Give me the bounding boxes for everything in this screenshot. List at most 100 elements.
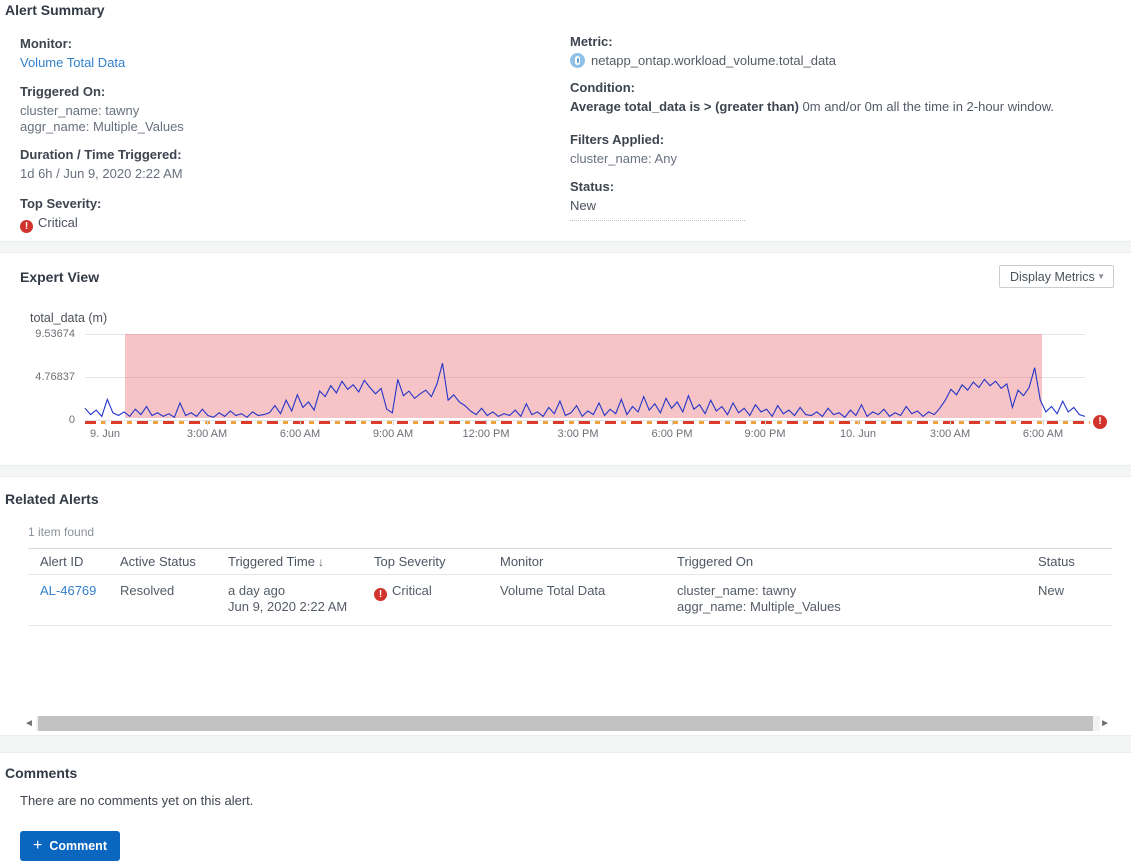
alert-summary-section: Alert Summary Monitor: Volume Total Data… [0, 0, 1131, 241]
top-severity-field: Top Severity: ! Critical [20, 196, 101, 233]
condition-field: Condition: Average total_data is > (grea… [570, 80, 1054, 114]
triggered-on-line1: cluster_name: tawny [20, 103, 140, 118]
x-axis-label: 9:00 AM [372, 428, 414, 440]
comments-section: Comments There are no comments yet on th… [0, 753, 1131, 863]
top-severity-label: Top Severity: [20, 196, 102, 211]
add-comment-label: Comment [49, 839, 107, 853]
x-axis-label: 9:00 PM [744, 428, 786, 440]
filters-field: Filters Applied: cluster_name: Any [570, 132, 677, 167]
triggered-on-line2: aggr_name: Multiple_Values [20, 119, 184, 134]
display-metrics-button[interactable]: Display Metrics ▼ [999, 265, 1114, 288]
x-axis-label: 12:00 PM [462, 428, 510, 440]
duration-label: Duration / Time Triggered: [20, 147, 182, 162]
metric-label: Metric: [570, 34, 613, 49]
plot-area [84, 334, 1086, 421]
x-axis-tick [393, 420, 394, 425]
horizontal-scrollbar: ◄ ► [20, 715, 1114, 732]
y-axis-label-zero: 0 [68, 414, 75, 426]
section-divider [0, 241, 1131, 253]
col-header-triggered-on[interactable]: Triggered On [677, 554, 754, 569]
related-alerts-table: Alert ID Active Status Triggered Time ↓ T… [28, 548, 1112, 626]
chevron-down-icon: ▼ [1097, 272, 1105, 281]
col-header-status[interactable]: Status [1038, 554, 1075, 569]
sort-desc-icon: ↓ [317, 555, 324, 569]
result-count: 1 item found [28, 525, 95, 539]
col-header-triggered-time[interactable]: Triggered Time ↓ [228, 554, 324, 569]
gridline-bottom [85, 420, 1085, 421]
x-axis-label: 3:00 AM [186, 428, 228, 440]
x-axis-tick [207, 420, 208, 425]
col-header-monitor[interactable]: Monitor [500, 554, 544, 569]
duration-field: Duration / Time Triggered: 1d 6h / Jun 9… [20, 147, 183, 182]
cell-top-severity: ! Critical [374, 583, 500, 601]
section-divider [0, 735, 1131, 753]
scrollbar-thumb[interactable] [38, 716, 1093, 731]
triggered-on-field: Triggered On: cluster_name: tawny aggr_n… [20, 84, 184, 135]
x-axis-label: 6:00 AM [1022, 428, 1064, 440]
scroll-left-arrow[interactable]: ◄ [24, 718, 34, 729]
critical-icon: ! [20, 220, 33, 233]
metric-value: netapp_ontap.workload_volume.total_data [591, 53, 837, 68]
x-axis-tick [300, 420, 301, 425]
x-axis-tick [1043, 420, 1044, 425]
x-axis-tick [486, 420, 487, 425]
col-header-top-severity[interactable]: Top Severity [374, 554, 446, 569]
status-label: Status: [570, 179, 615, 194]
expert-view-section: Expert View Display Metrics ▼ total_data… [0, 253, 1131, 465]
filters-label: Filters Applied: [570, 132, 665, 147]
col-header-alert-id[interactable]: Alert ID [40, 554, 84, 569]
plus-icon: + [33, 837, 43, 854]
gridline-top [85, 334, 1085, 335]
triggered-on-label: Triggered On: [20, 84, 106, 99]
alert-id-link[interactable]: AL-46769 [40, 583, 97, 598]
comments-title: Comments [5, 765, 78, 781]
cell-monitor: Volume Total Data [500, 583, 606, 598]
related-alerts-section: Related Alerts 1 item found Alert ID Act… [0, 477, 1131, 735]
col-header-active-status[interactable]: Active Status [120, 554, 196, 569]
condition-label: Condition: [570, 80, 635, 95]
x-axis-tick [765, 420, 766, 425]
condition-text-bold: Average total_data is > (greater than) [570, 99, 799, 114]
duration-value: 1d 6h / Jun 9, 2020 2:22 AM [20, 166, 183, 181]
critical-alert-badge: ! [1093, 415, 1107, 429]
metric-field: Metric: netapp_ontap.workload_volume.tot… [570, 34, 836, 68]
monitor-link[interactable]: Volume Total Data [20, 55, 126, 70]
status-field: Status: New [570, 179, 745, 221]
x-axis-tick [858, 420, 859, 425]
cell-active-status: Resolved [120, 583, 175, 598]
x-axis-tick [950, 420, 951, 425]
section-divider [0, 465, 1131, 477]
table-row: AL-46769 Resolved a day ago Jun 9, 2020 … [28, 575, 1112, 626]
total-data-line-series [84, 363, 1086, 419]
x-axis-tick [105, 420, 106, 425]
y-axis-label-mid: 4.76837 [35, 371, 75, 383]
x-axis-label: 3:00 AM [929, 428, 971, 440]
display-metrics-label: Display Metrics [1010, 269, 1095, 284]
metric-icon [570, 53, 585, 68]
x-axis-label: 3:00 PM [557, 428, 599, 440]
x-axis-label: 6:00 AM [279, 428, 321, 440]
condition-text-rest: 0m and/or 0m all the time in 2-hour wind… [798, 99, 1054, 114]
x-axis-tick [672, 420, 673, 425]
metric-chart: total_data (m) 9.53674 4.76837 0 ! 9. Ju… [0, 311, 1131, 451]
x-axis-label: 6:00 PM [651, 428, 693, 440]
filters-value: cluster_name: Any [570, 151, 677, 166]
x-axis-label: 10. Jun [839, 428, 877, 440]
status-select[interactable]: New [570, 198, 745, 221]
monitor-field: Monitor: Volume Total Data [20, 36, 125, 70]
x-axis-label: 9. Jun [90, 428, 120, 440]
critical-icon: ! [374, 588, 387, 601]
scroll-right-arrow[interactable]: ► [1100, 718, 1110, 729]
add-comment-button[interactable]: + Comment [20, 831, 120, 861]
cell-triggered-time: a day ago Jun 9, 2020 2:22 AM [228, 583, 348, 614]
monitor-label: Monitor: [20, 36, 72, 51]
related-alerts-title: Related Alerts [5, 491, 99, 507]
y-axis-label-max: 9.53674 [35, 328, 75, 340]
no-comments-text: There are no comments yet on this alert. [20, 793, 254, 808]
alert-summary-title: Alert Summary [5, 2, 105, 18]
table-header-row: Alert ID Active Status Triggered Time ↓ T… [28, 548, 1112, 575]
top-severity-value: Critical [38, 215, 78, 230]
x-axis-tick [578, 420, 579, 425]
threshold-line [85, 421, 1090, 424]
cell-status: New [1038, 583, 1065, 598]
